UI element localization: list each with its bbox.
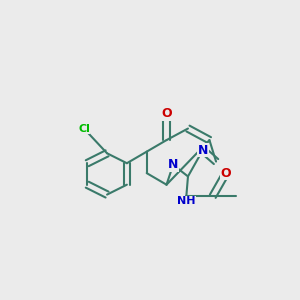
Text: O: O [161,107,172,120]
Text: Cl: Cl [78,124,90,134]
Text: N: N [168,158,178,171]
Text: O: O [220,167,231,180]
Text: NH: NH [177,196,196,206]
Text: N: N [198,143,208,157]
